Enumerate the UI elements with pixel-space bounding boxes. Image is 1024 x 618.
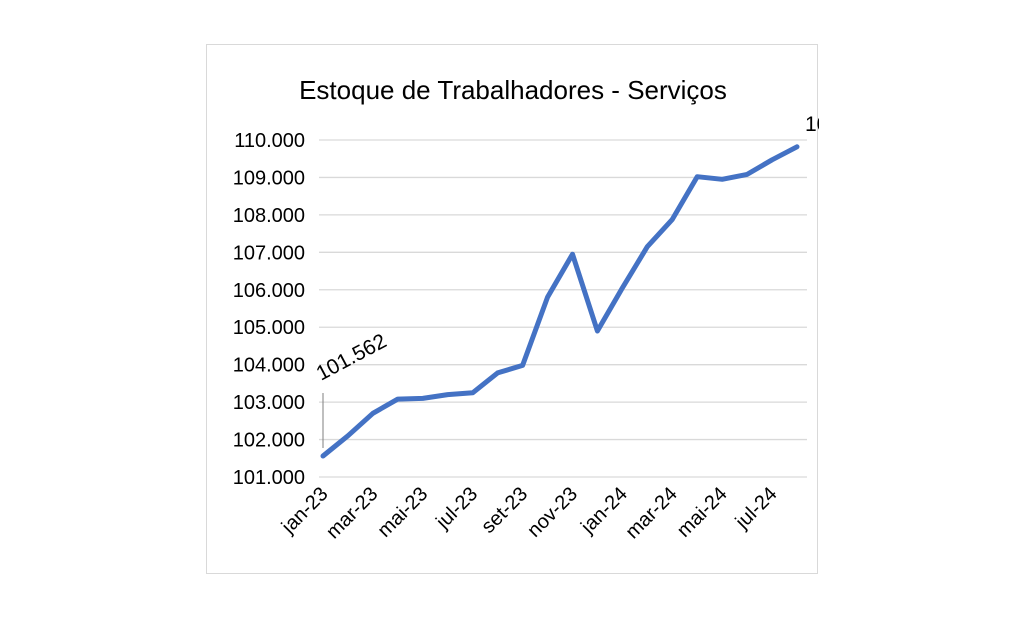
y-tick-label: 101.000 [233, 467, 305, 489]
y-tick-label: 108.000 [233, 205, 305, 227]
data-label-layer: 101.562 109.818 [313, 113, 819, 448]
y-axis-tick-labels: 101.000 102.000 103.000 104.000 105.000 106.0… [233, 130, 305, 489]
x-tick-label: mar-24 [621, 483, 681, 543]
y-tick-label: 105.000 [233, 317, 305, 339]
y-tick-label: 106.000 [233, 280, 305, 302]
y-tick-label: 104.000 [233, 355, 305, 377]
x-tick-label: mai-24 [673, 483, 732, 542]
x-tick-label: nov-23 [523, 483, 582, 542]
data-label-last: 109.818 [805, 113, 819, 136]
x-tick-label: mar-23 [322, 483, 382, 543]
y-tick-label: 107.000 [233, 242, 305, 264]
x-tick-label: jul-23 [431, 483, 482, 534]
y-tick-label: 103.000 [233, 392, 305, 414]
series-line [320, 144, 800, 459]
data-label-first: 101.562 [313, 329, 391, 385]
gridlines [319, 139, 807, 478]
x-tick-label: set-23 [477, 483, 532, 538]
y-tick-label: 109.000 [233, 167, 305, 189]
line-chart: Estoque de Trabalhadores - Serviços 101.… [233, 75, 819, 543]
y-tick-label: 110.000 [234, 130, 305, 152]
chart-title: Estoque de Trabalhadores - Serviços [299, 75, 727, 105]
x-tick-label: jul-24 [731, 483, 782, 534]
chart-frame: Estoque de Trabalhadores - Serviços 101.… [206, 44, 819, 574]
series-line-layer [320, 144, 800, 459]
y-tick-label: 102.000 [233, 430, 305, 452]
x-tick-label: mai-23 [374, 483, 433, 542]
